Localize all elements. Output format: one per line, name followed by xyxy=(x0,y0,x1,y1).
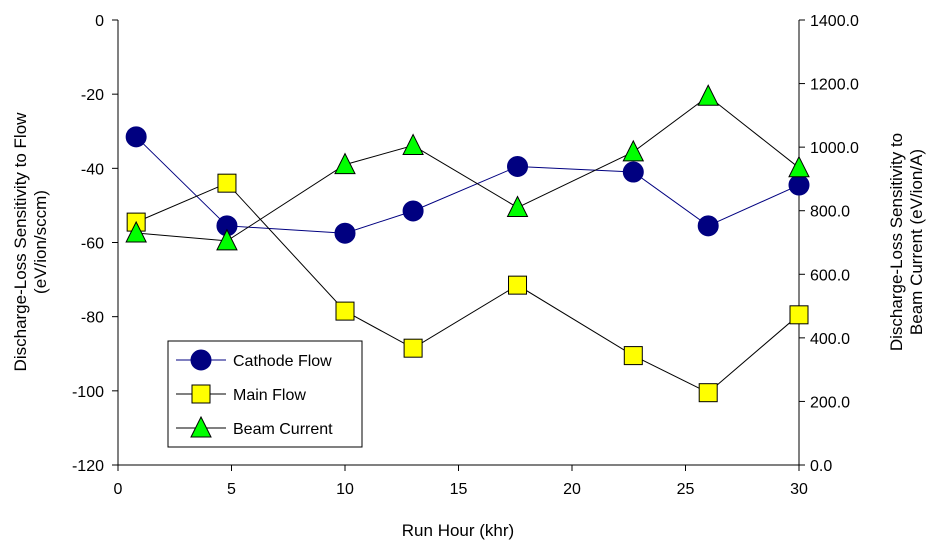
x-tick-label: 0 xyxy=(114,481,123,498)
series-line xyxy=(136,95,800,242)
data-point-circle xyxy=(507,155,529,177)
legend-marker-square xyxy=(191,384,211,404)
legend-label: Beam Current xyxy=(233,421,333,438)
data-point-square xyxy=(623,346,643,366)
y-right-tick-label: 1200.0 xyxy=(810,77,859,94)
y-right-axis-title-line-1: Discharge-Loss Sensitivity to xyxy=(887,133,906,351)
y-right-tick-label: 200.0 xyxy=(810,394,850,411)
x-tick-label: 20 xyxy=(563,481,581,498)
data-point-square xyxy=(508,275,528,295)
data-point-triangle xyxy=(402,133,424,156)
legend-items: Cathode Flow Main Flow Beam Current xyxy=(176,349,333,438)
y-left-tick-label: -120 xyxy=(72,458,104,475)
data-point-square xyxy=(789,305,809,325)
y-left-tick-label: -60 xyxy=(81,236,104,253)
legend-item: Cathode Flow xyxy=(176,349,332,371)
y-left-tick-label: 0 xyxy=(95,13,104,30)
data-point-triangle xyxy=(216,228,238,251)
x-tick-label: 25 xyxy=(677,481,695,498)
legend-item: Beam Current xyxy=(176,415,333,438)
data-point-triangle xyxy=(125,220,147,243)
x-tick-label: 30 xyxy=(790,481,808,498)
data-point-circle xyxy=(788,174,810,196)
data-point-triangle xyxy=(697,84,720,106)
series-line xyxy=(135,182,800,394)
data-point-triangle xyxy=(788,155,810,178)
y-left-axis-title-line-1: Discharge-Loss Sensitivity to Flow xyxy=(11,112,30,372)
series-layer xyxy=(125,84,810,403)
y-right-tick-label: 800.0 xyxy=(810,204,850,221)
y-right-tick-label: 400.0 xyxy=(810,331,850,348)
y-right-tick-label: 0.0 xyxy=(810,458,832,475)
data-point-circle xyxy=(697,215,719,237)
data-point-circle xyxy=(334,222,356,244)
y-right-axis-title-line-2: Beam Current (eV/ion/A) xyxy=(907,149,926,335)
y-right-axis-ticks: 1400.0 1200.0 1000.0 800.0 600.0 400.0 200.0 0.… xyxy=(799,13,859,475)
y-left-tick-label: -20 xyxy=(81,87,104,104)
data-point-circle xyxy=(402,200,424,222)
y-left-tick-label: -100 xyxy=(72,384,104,401)
data-point-circle xyxy=(622,161,644,183)
data-point-triangle xyxy=(622,139,645,162)
legend-label: Cathode Flow xyxy=(233,353,332,370)
y-right-tick-label: 600.0 xyxy=(810,267,850,284)
y-right-axis-title: Discharge-Loss Sensitivity to Beam Curre… xyxy=(887,133,926,351)
data-point-square xyxy=(335,301,355,321)
y-left-tick-label: -40 xyxy=(81,161,104,178)
series-circle xyxy=(125,126,810,244)
data-point-square xyxy=(217,173,237,193)
legend-item: Main Flow xyxy=(176,384,306,404)
x-tick-label: 5 xyxy=(227,481,236,498)
series-line xyxy=(135,136,800,234)
y-left-tick-label: -80 xyxy=(81,310,104,327)
x-axis-title: Run Hour (khr) xyxy=(402,521,514,540)
legend-label: Main Flow xyxy=(233,387,306,404)
data-point-circle xyxy=(125,126,147,148)
y-left-axis-title: Discharge-Loss Sensitivity to Flow (eV/i… xyxy=(11,112,50,372)
series-square xyxy=(126,173,809,403)
series-triangle xyxy=(125,84,810,251)
legend-marker-triangle xyxy=(190,415,212,438)
legend-marker-circle xyxy=(190,349,212,371)
x-axis-ticks: 0 5 10 15 20 25 30 xyxy=(114,465,808,498)
x-tick-label: 15 xyxy=(450,481,468,498)
y-right-tick-label: 1000.0 xyxy=(810,140,859,157)
y-left-axis-title-line-2: (eV/ion/sccm) xyxy=(31,190,50,294)
data-point-triangle xyxy=(506,195,529,218)
data-point-square xyxy=(698,383,718,403)
data-point-square xyxy=(403,338,423,358)
y-right-tick-label: 1400.0 xyxy=(810,13,859,30)
legend: Cathode Flow Main Flow Beam Current xyxy=(167,340,363,448)
data-point-triangle xyxy=(334,152,356,175)
y-left-axis-ticks: 0 -20 -40 -60 -80 -100 -120 xyxy=(72,13,118,475)
x-tick-label: 10 xyxy=(336,481,354,498)
